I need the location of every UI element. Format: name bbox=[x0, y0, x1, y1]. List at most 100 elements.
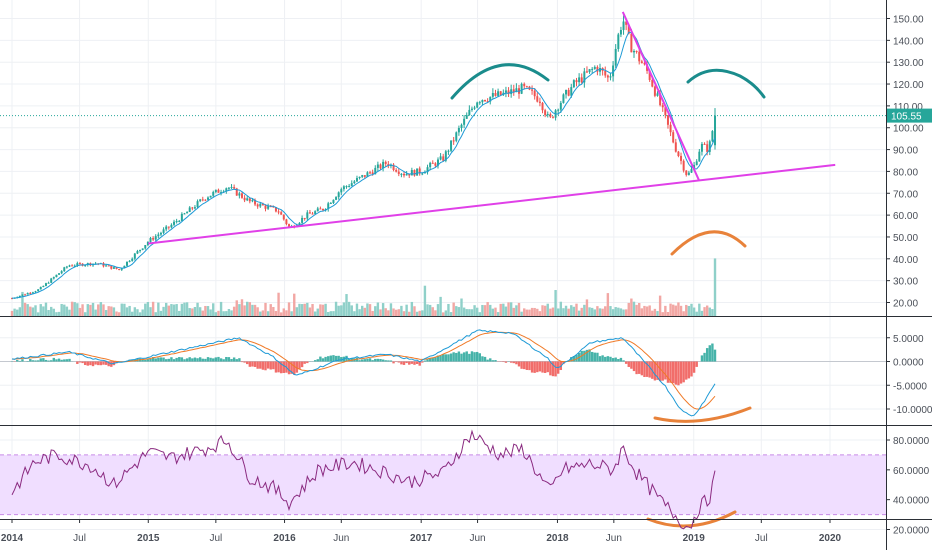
macd-hist-bar bbox=[547, 362, 549, 373]
macd-hist-bar bbox=[16, 360, 18, 362]
volume-bar bbox=[604, 306, 606, 316]
volume-bar bbox=[492, 309, 494, 316]
rsi-tick-label: 40.0000 bbox=[893, 496, 930, 507]
volume-bar bbox=[280, 312, 282, 316]
volume-bar bbox=[264, 303, 266, 316]
volume-bar bbox=[74, 302, 76, 316]
macd-hist-bar bbox=[432, 358, 434, 361]
candle-body bbox=[521, 84, 523, 94]
volume-bar bbox=[573, 307, 575, 316]
volume-bar bbox=[288, 302, 290, 316]
price-tick-label: 150.00 bbox=[893, 15, 924, 26]
candle-body bbox=[241, 193, 243, 197]
volume-bar bbox=[345, 294, 347, 316]
volume-bar bbox=[455, 306, 457, 316]
macd-hist-bar bbox=[696, 362, 698, 367]
volume-bar bbox=[703, 307, 705, 316]
volume-bar bbox=[366, 303, 368, 316]
macd-hist-bar bbox=[155, 358, 157, 361]
volume-bar bbox=[565, 306, 567, 316]
volume-bar bbox=[507, 302, 509, 316]
candle-body bbox=[207, 198, 209, 200]
macd-hist-bar bbox=[680, 362, 682, 384]
price-tick-label: 100.00 bbox=[893, 124, 924, 135]
macd-hist-bar bbox=[196, 358, 198, 361]
macd-hist-bar bbox=[366, 359, 368, 362]
volume-bar bbox=[567, 309, 569, 316]
candle-body bbox=[617, 34, 619, 49]
macd-hist-bar bbox=[400, 362, 402, 365]
candle-body bbox=[335, 197, 337, 200]
volume-bar bbox=[194, 307, 196, 316]
macd-hist-bar bbox=[272, 362, 274, 370]
macd-hist-bar bbox=[531, 362, 533, 373]
volume-bar bbox=[128, 306, 130, 316]
candle-body bbox=[534, 91, 536, 96]
candle-body bbox=[68, 265, 70, 266]
candle-body bbox=[259, 204, 261, 207]
rsi-tick-label: 80.0000 bbox=[893, 436, 930, 447]
volume-bar bbox=[659, 296, 661, 316]
candle-body bbox=[312, 214, 314, 215]
volume-bar bbox=[510, 302, 512, 316]
candle-body bbox=[168, 227, 170, 228]
macd-hist-bar bbox=[293, 362, 295, 375]
volume-bar bbox=[544, 306, 546, 316]
candle-body bbox=[194, 207, 196, 208]
volume-bar bbox=[89, 305, 91, 316]
macd-hist-bar bbox=[319, 357, 321, 362]
volume-bar bbox=[34, 305, 36, 316]
candle-body bbox=[244, 198, 246, 200]
volume-bar bbox=[139, 312, 141, 316]
volume-bar bbox=[202, 311, 204, 316]
macd-hist-bar bbox=[492, 360, 494, 361]
volume-bar bbox=[405, 305, 407, 316]
macd-hist-bar bbox=[298, 362, 300, 370]
macd-hist-bar bbox=[19, 361, 21, 362]
macd-hist-bar bbox=[677, 362, 679, 386]
volume-bar bbox=[107, 306, 109, 316]
macd-hist-bar bbox=[625, 362, 627, 364]
candle-body bbox=[356, 178, 358, 181]
candle-body bbox=[432, 163, 434, 164]
candle-body bbox=[683, 161, 685, 171]
price-tick-label: 120.00 bbox=[893, 80, 924, 91]
macd-hist-bar bbox=[405, 362, 407, 364]
volume-bar bbox=[701, 311, 703, 316]
volume-bar bbox=[625, 309, 627, 316]
volume-bar bbox=[270, 304, 272, 316]
macd-hist-bar bbox=[641, 362, 643, 376]
candle-body bbox=[233, 187, 235, 188]
macd-hist-bar bbox=[528, 362, 530, 371]
volume-bar bbox=[97, 304, 99, 316]
candle-body bbox=[434, 163, 436, 165]
volume-bar bbox=[473, 305, 475, 316]
candle-body bbox=[152, 238, 154, 240]
volume-bar bbox=[500, 304, 502, 316]
macd-hist-bar bbox=[445, 354, 447, 361]
macd-hist-bar bbox=[256, 362, 258, 369]
macd-panel bbox=[0, 330, 886, 416]
candle-body bbox=[139, 250, 141, 251]
macd-hist-bar bbox=[382, 360, 384, 362]
candle-body bbox=[131, 259, 133, 261]
volume-bar bbox=[622, 310, 624, 316]
macd-hist-bar bbox=[84, 362, 86, 366]
candle-body bbox=[620, 30, 622, 34]
candle-body bbox=[369, 172, 371, 173]
volume-bar bbox=[599, 308, 601, 316]
macd-hist-bar bbox=[591, 352, 593, 362]
macd-hist-bar bbox=[32, 360, 34, 361]
macd-hist-bar bbox=[87, 362, 89, 366]
volume-bar bbox=[13, 309, 15, 316]
volume-bar bbox=[47, 310, 49, 316]
candle-body bbox=[662, 105, 664, 107]
volume-bar bbox=[222, 311, 224, 316]
macd-hist-bar bbox=[202, 359, 204, 362]
volume-bar bbox=[58, 312, 60, 316]
candle-body bbox=[178, 221, 180, 222]
volume-bar bbox=[382, 303, 384, 316]
volume-bar bbox=[588, 307, 590, 316]
candle-body bbox=[50, 279, 52, 283]
